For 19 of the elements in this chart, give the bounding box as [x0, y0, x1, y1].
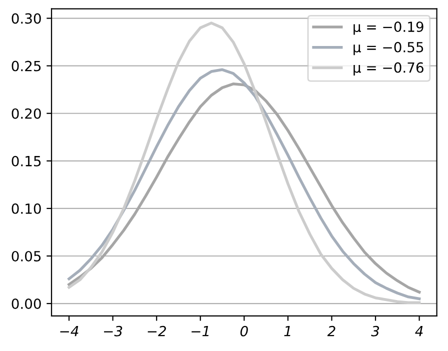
x-tick-label: 0	[240, 326, 248, 336]
y-tick-label: 0.25	[12, 60, 41, 72]
y-tick-label: 0.05	[12, 250, 41, 262]
legend-label: μ = −0.76	[354, 62, 424, 76]
y-tick-label: 0.15	[12, 156, 41, 166]
x-tick-label: −4	[60, 326, 78, 336]
x-tick-label: 3	[371, 326, 380, 336]
x-tick-label: 1	[284, 326, 290, 336]
x-tick-label: 4	[415, 326, 423, 336]
y-tick-label: 0.20	[12, 108, 41, 119]
legend-label: μ = −0.55	[354, 42, 424, 56]
x-tick-label: −3	[104, 326, 122, 336]
x-tick-label: −1	[192, 326, 209, 336]
y-tick-label: 0.30	[12, 13, 41, 24]
x-tick-label: −2	[148, 326, 166, 336]
y-tick-label: 0.10	[12, 203, 41, 214]
y-tick-label: 0.00	[12, 298, 41, 310]
x-tick-label: 2	[327, 326, 336, 336]
legend-label: μ = −0.19	[354, 22, 424, 35]
